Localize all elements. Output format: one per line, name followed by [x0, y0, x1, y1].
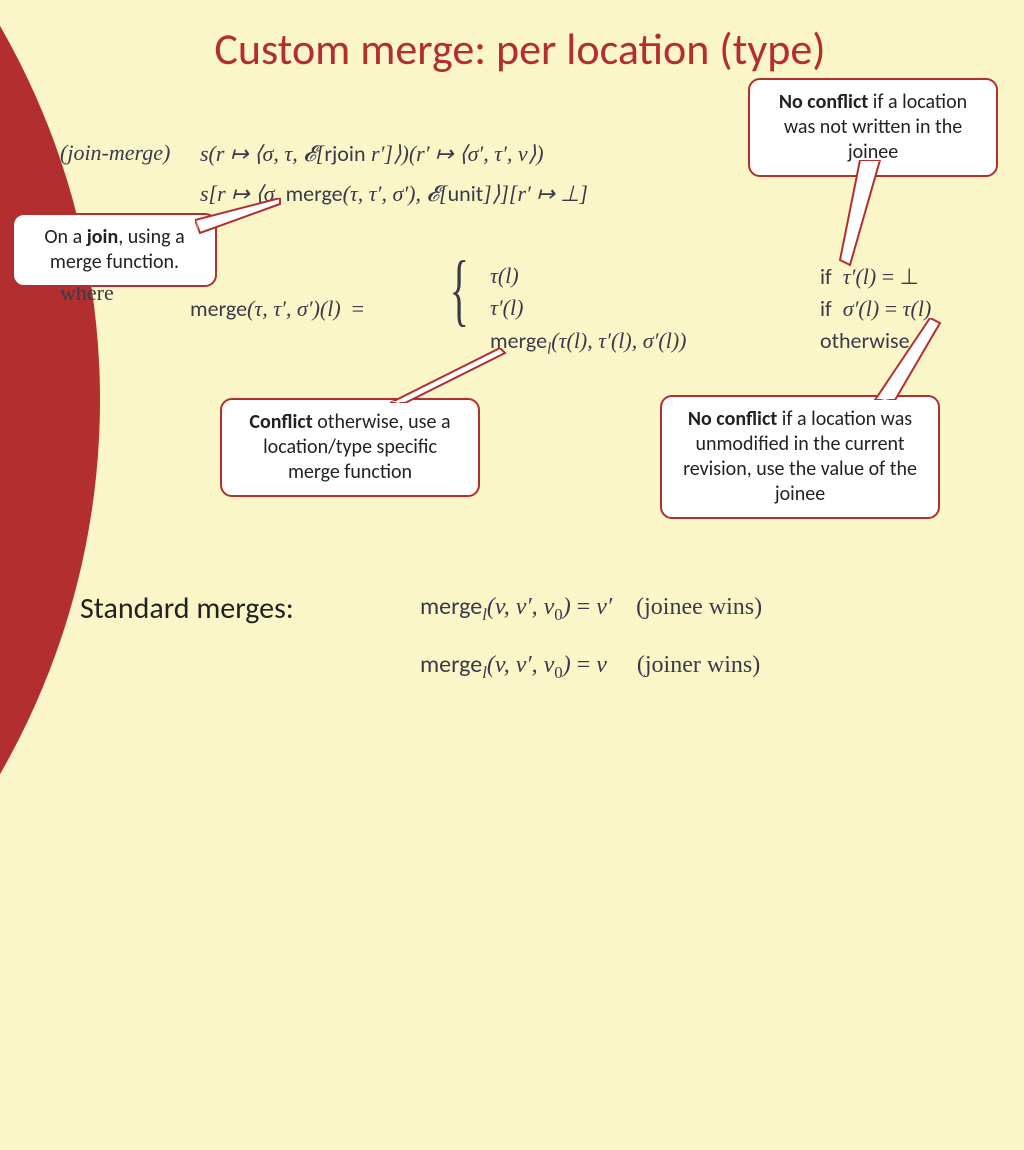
- callout4-bold: No conflict: [688, 407, 777, 431]
- merge-lhs: merge(τ, τ′, σ′)(l) =: [190, 295, 364, 322]
- case2: τ′(l): [490, 295, 523, 321]
- callout2-pointer: [195, 198, 285, 238]
- std-merge-2: mergel(v, v′, v0) = v (joiner wins): [420, 650, 760, 683]
- rule-name: (join-merge): [60, 140, 170, 166]
- std2-note: (joiner wins): [637, 652, 760, 678]
- callout3-bold: Conflict: [249, 410, 312, 434]
- decorative-arc: [0, 0, 100, 1150]
- brace: {: [440, 258, 478, 322]
- callout-no-conflict-revision: No conflict if a location was unmodified…: [660, 395, 940, 519]
- callout-join-merge: On a join, using a merge function.: [12, 213, 217, 287]
- rule-name-text: (join-merge): [60, 140, 170, 165]
- case1: τ(l): [490, 263, 519, 289]
- callout2-bold: join: [87, 225, 119, 249]
- standard-merges-label: Standard merges:: [80, 590, 294, 627]
- page-title: Custom merge: per location (type): [80, 22, 960, 76]
- callout1-pointer: [820, 160, 900, 270]
- formula-line1: s(r ↦ ⟨σ, τ, 𝓔[rjoin r′]⟩)(r′ ↦ ⟨σ′, τ′,…: [200, 140, 544, 167]
- callout2-pre: On a: [44, 225, 86, 249]
- case3: mergel(τ(l), τ′(l), σ′(l)): [490, 327, 686, 358]
- callout3-pointer: [390, 348, 510, 403]
- callout1-bold: No conflict: [779, 90, 868, 114]
- callout4-pointer: [855, 318, 945, 400]
- std-merge-1: mergel(v, v′, v0) = v′ (joinee wins): [420, 592, 762, 625]
- std1-note: (joinee wins): [636, 594, 762, 620]
- callout-conflict: Conflict otherwise, use a location/type …: [220, 398, 480, 497]
